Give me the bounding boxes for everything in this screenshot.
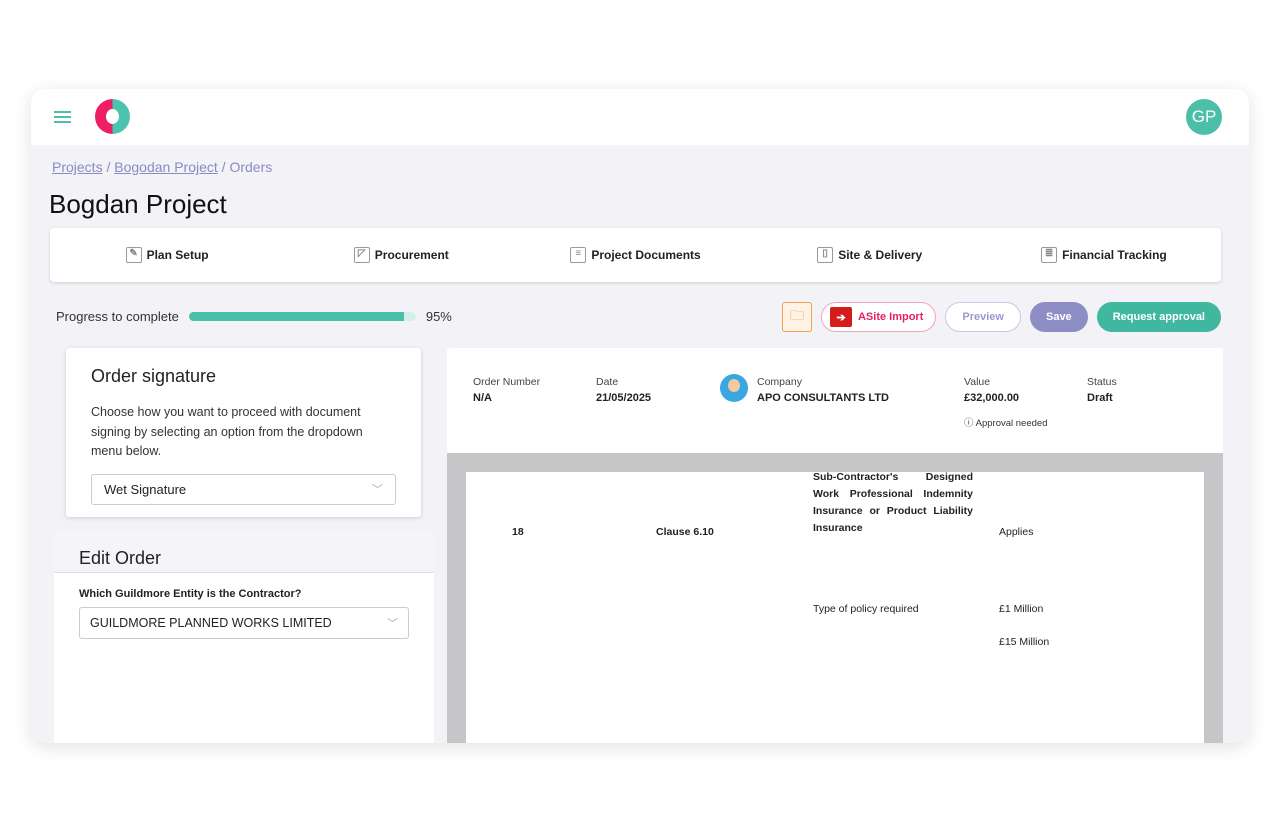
amount-1: £1 Million (999, 603, 1044, 615)
ruler-icon: ◸ (353, 247, 370, 263)
order-status: Status Draft (1087, 376, 1117, 404)
field-value: Draft (1087, 392, 1113, 404)
field-label: Company (757, 376, 802, 388)
tab-label: Site & Delivery (838, 248, 923, 262)
info-icon: ⓘ (964, 418, 974, 429)
breadcrumb-project[interactable]: Bogodan Project (114, 159, 218, 175)
contractor-value: GUILDMORE PLANNED WORKS LIMITED (90, 616, 332, 630)
field-label: Date (596, 376, 619, 388)
policy-type: Type of policy required (813, 603, 919, 615)
chevron-down-icon: ﹀ (387, 618, 398, 630)
progress-fill (188, 312, 405, 321)
app-window: GP Projects / Bogodan Project / Orders B… (31, 89, 1249, 743)
breadcrumb: Projects / Bogodan Project / Orders (52, 159, 273, 175)
progress-label: Progress to complete (56, 309, 179, 324)
chevron-down-icon: ﹀ (372, 484, 383, 496)
field-value: APO CONSULTANTS LTD (757, 392, 889, 404)
order-number: Order Number N/A (473, 376, 540, 404)
order-signature-card: Order signature Choose how you want to p… (66, 348, 421, 517)
field-value: N/A (473, 392, 492, 404)
signature-description: Choose how you want to proceed with docu… (91, 405, 363, 458)
tab-site-delivery[interactable]: ▯ Site & Delivery (753, 228, 987, 282)
edit-order-panel: Edit Order Which Guildmore Entity is the… (54, 530, 434, 743)
folder-icon: 🗀 (789, 307, 804, 323)
field-label: Order Number (473, 376, 541, 388)
edit-order-title: Edit Order (54, 530, 434, 573)
order-info-card: Order Number N/A Date 21/05/2025 Company AP… (447, 348, 1223, 454)
field-label: Value (964, 376, 991, 388)
approval-needed: ⓘ Approval needed (964, 415, 1047, 429)
asite-label: ASite Import (857, 311, 924, 323)
tab-label: Financial Tracking (1062, 248, 1167, 262)
toolbar: 🗀 ➔ ASite Import Preview Save Request app… (781, 302, 1221, 332)
clause-ref: Clause 6.10 (656, 526, 714, 538)
top-header: GP (31, 89, 1249, 145)
breadcrumb-projects[interactable]: Projects (52, 159, 103, 175)
progress: Progress to complete 95% (56, 309, 452, 324)
signature-title: Order signature (91, 366, 217, 386)
tab-project-documents[interactable]: ≡ Project Documents (518, 228, 752, 282)
menu-icon[interactable] (54, 111, 71, 123)
signature-select[interactable]: Wet Signature ﹀ (91, 473, 396, 505)
documents-icon: ≡ (570, 247, 587, 263)
tab-label: Project Documents (591, 248, 701, 262)
tab-label: Procurement (374, 248, 449, 262)
folder-button[interactable]: 🗀 (781, 302, 812, 332)
contractor-label: Which Guildmore Entity is the Contractor… (79, 588, 302, 600)
contractor-select[interactable]: GUILDMORE PLANNED WORKS LIMITED ﹀ (79, 607, 409, 639)
page-title: Bogdan Project (49, 189, 227, 219)
document-preview[interactable]: 18 Clause 6.10 Sub-Contractor's Designed… (447, 453, 1223, 743)
drafting-icon: ✎ (125, 247, 142, 263)
tab-plan-setup[interactable]: ✎ Plan Setup (50, 228, 284, 282)
signature-value: Wet Signature (104, 481, 187, 497)
ledger-icon: ≣ (1041, 247, 1058, 263)
order-value: Value £32,000.00 (964, 376, 1019, 404)
import-icon: ➔ (829, 307, 852, 327)
project-nav: ✎ Plan Setup ◸ Procurement ≡ Project Docume… (50, 228, 1221, 282)
clause-description: Sub-Contractor's Designed Work Professio… (813, 471, 973, 534)
amount-2: £15 Million (999, 636, 1050, 648)
save-button[interactable]: Save (1029, 302, 1088, 332)
progress-bar (188, 312, 416, 321)
request-approval-button[interactable]: Request approval (1096, 302, 1221, 332)
company-avatar (720, 374, 748, 402)
order-date: Date 21/05/2025 (596, 376, 651, 404)
tab-procurement[interactable]: ◸ Procurement (284, 228, 518, 282)
site-icon: ▯ (817, 247, 834, 263)
progress-text: 95% (425, 309, 452, 324)
field-label: Status (1087, 376, 1117, 388)
tab-financial-tracking[interactable]: ≣ Financial Tracking (987, 228, 1221, 282)
tab-label: Plan Setup (146, 248, 209, 262)
document-page: 18 Clause 6.10 Sub-Contractor's Designed… (466, 471, 1204, 743)
avatar[interactable]: GP (1186, 99, 1222, 135)
field-value: £32,000.00 (964, 392, 1020, 404)
clause-number: 18 (512, 526, 524, 538)
asite-import-button[interactable]: ➔ ASite Import (820, 302, 937, 332)
preview-button[interactable]: Preview (945, 302, 1021, 332)
logo[interactable] (95, 99, 130, 134)
order-company: Company APO CONSULTANTS LTD (757, 376, 889, 404)
clause-applies: Applies (999, 526, 1034, 538)
field-value: 21/05/2025 (596, 392, 652, 404)
approval-text: Approval needed (975, 418, 1048, 429)
breadcrumb-current: Orders (229, 159, 273, 175)
